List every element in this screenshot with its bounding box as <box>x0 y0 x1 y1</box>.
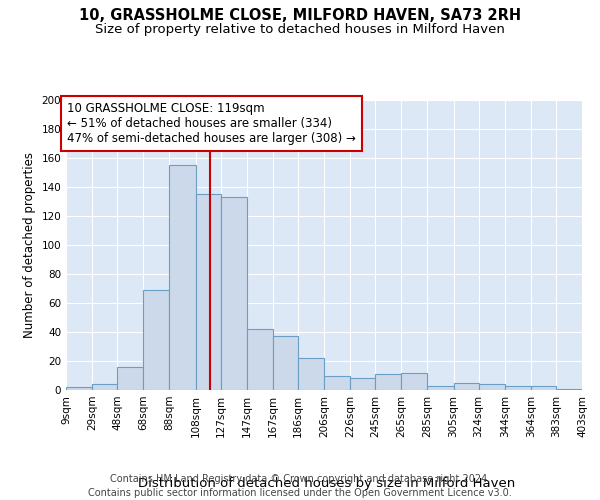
Bar <box>221 197 247 390</box>
Bar <box>505 386 531 390</box>
Bar <box>143 290 169 390</box>
Bar <box>479 384 505 390</box>
Bar <box>375 374 401 390</box>
Bar <box>454 383 479 390</box>
Bar <box>273 336 298 390</box>
Bar <box>531 386 556 390</box>
Bar <box>582 388 600 390</box>
Text: Size of property relative to detached houses in Milford Haven: Size of property relative to detached ho… <box>95 22 505 36</box>
Bar <box>401 372 427 390</box>
Bar <box>427 386 454 390</box>
Text: 10, GRASSHOLME CLOSE, MILFORD HAVEN, SA73 2RH: 10, GRASSHOLME CLOSE, MILFORD HAVEN, SA7… <box>79 8 521 22</box>
Bar <box>66 387 92 390</box>
Bar <box>324 376 350 390</box>
Bar <box>117 367 143 390</box>
Bar <box>92 384 117 390</box>
Bar <box>169 165 196 390</box>
Bar <box>196 194 221 390</box>
Bar <box>298 358 324 390</box>
Bar <box>247 329 273 390</box>
Y-axis label: Number of detached properties: Number of detached properties <box>23 152 36 338</box>
Text: 10 GRASSHOLME CLOSE: 119sqm
← 51% of detached houses are smaller (334)
47% of se: 10 GRASSHOLME CLOSE: 119sqm ← 51% of det… <box>67 102 356 145</box>
Text: Distribution of detached houses by size in Milford Haven: Distribution of detached houses by size … <box>139 477 515 490</box>
Bar <box>350 378 375 390</box>
Bar <box>556 388 582 390</box>
Text: Contains HM Land Registry data © Crown copyright and database right 2024.
Contai: Contains HM Land Registry data © Crown c… <box>88 474 512 498</box>
